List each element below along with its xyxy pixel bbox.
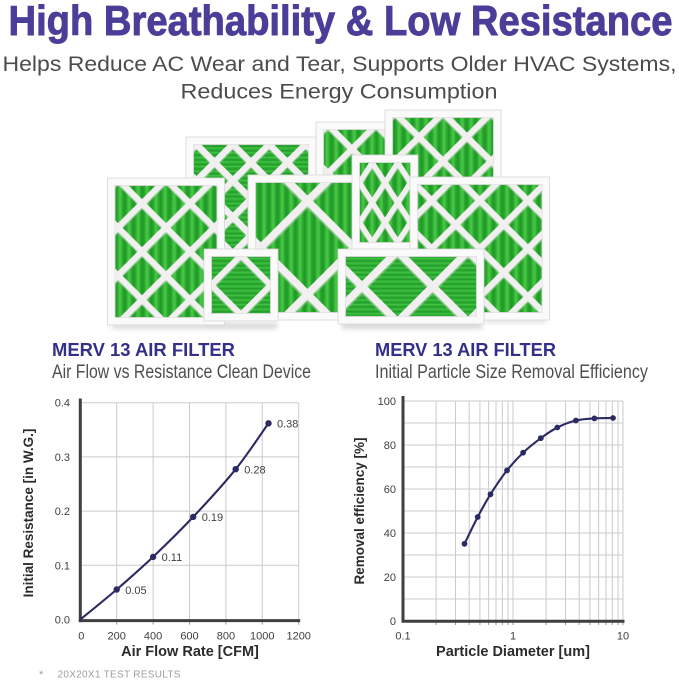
svg-text:800: 800 xyxy=(217,631,235,643)
svg-text:60: 60 xyxy=(384,484,396,496)
svg-text:Air Flow Rate [CFM]: Air Flow Rate [CFM] xyxy=(121,644,259,660)
svg-text:Air Flow vs Resistance Clean D: Air Flow vs Resistance Clean Device xyxy=(52,362,311,383)
svg-text:10: 10 xyxy=(617,631,629,643)
svg-text:40: 40 xyxy=(384,528,396,540)
svg-text:0.05: 0.05 xyxy=(125,585,146,597)
svg-text:Initial Resistance [in W.G.]: Initial Resistance [in W.G.] xyxy=(21,429,36,598)
svg-text:600: 600 xyxy=(180,631,198,643)
svg-text:0.38: 0.38 xyxy=(277,419,298,431)
svg-text:Helps Reduce AC Wear and Tear,: Helps Reduce AC Wear and Tear, Supports … xyxy=(3,52,677,76)
svg-text:1: 1 xyxy=(510,631,516,643)
svg-text:20X20X1 TEST RESULTS: 20X20X1 TEST RESULTS xyxy=(58,670,181,681)
svg-text:0.1: 0.1 xyxy=(55,560,70,572)
svg-text:1000: 1000 xyxy=(250,631,274,643)
svg-text:Particle Diameter [um]: Particle Diameter [um] xyxy=(436,644,590,660)
svg-text:200: 200 xyxy=(108,631,126,643)
svg-text:80: 80 xyxy=(384,440,396,452)
svg-text:High Breathability & Low Resis: High Breathability & Low Resistance xyxy=(9,0,673,44)
svg-text:1200: 1200 xyxy=(286,631,310,643)
svg-text:Reduces Energy Consumption: Reduces Energy Consumption xyxy=(181,80,498,104)
svg-text:0.28: 0.28 xyxy=(244,465,265,477)
svg-text:MERV 13 AIR FILTER: MERV 13 AIR FILTER xyxy=(375,339,556,360)
svg-text:0.2: 0.2 xyxy=(55,506,70,518)
svg-text:0.0: 0.0 xyxy=(55,615,70,627)
svg-text:*: * xyxy=(39,669,44,681)
svg-text:20: 20 xyxy=(384,572,396,584)
svg-text:100: 100 xyxy=(378,396,396,408)
svg-text:0: 0 xyxy=(390,616,396,628)
svg-text:0.3: 0.3 xyxy=(55,452,70,464)
svg-text:Removal efficiency [%]: Removal efficiency [%] xyxy=(352,437,367,584)
svg-text:MERV 13 AIR FILTER: MERV 13 AIR FILTER xyxy=(52,339,235,360)
svg-text:0.4: 0.4 xyxy=(55,398,70,410)
svg-text:0.19: 0.19 xyxy=(202,512,223,524)
svg-text:0.11: 0.11 xyxy=(162,552,183,564)
svg-text:0: 0 xyxy=(78,631,84,643)
svg-text:400: 400 xyxy=(144,631,162,643)
svg-text:0.1: 0.1 xyxy=(395,631,410,643)
svg-text:Initial Particle Size Removal: Initial Particle Size Removal Efficiency xyxy=(375,362,648,383)
